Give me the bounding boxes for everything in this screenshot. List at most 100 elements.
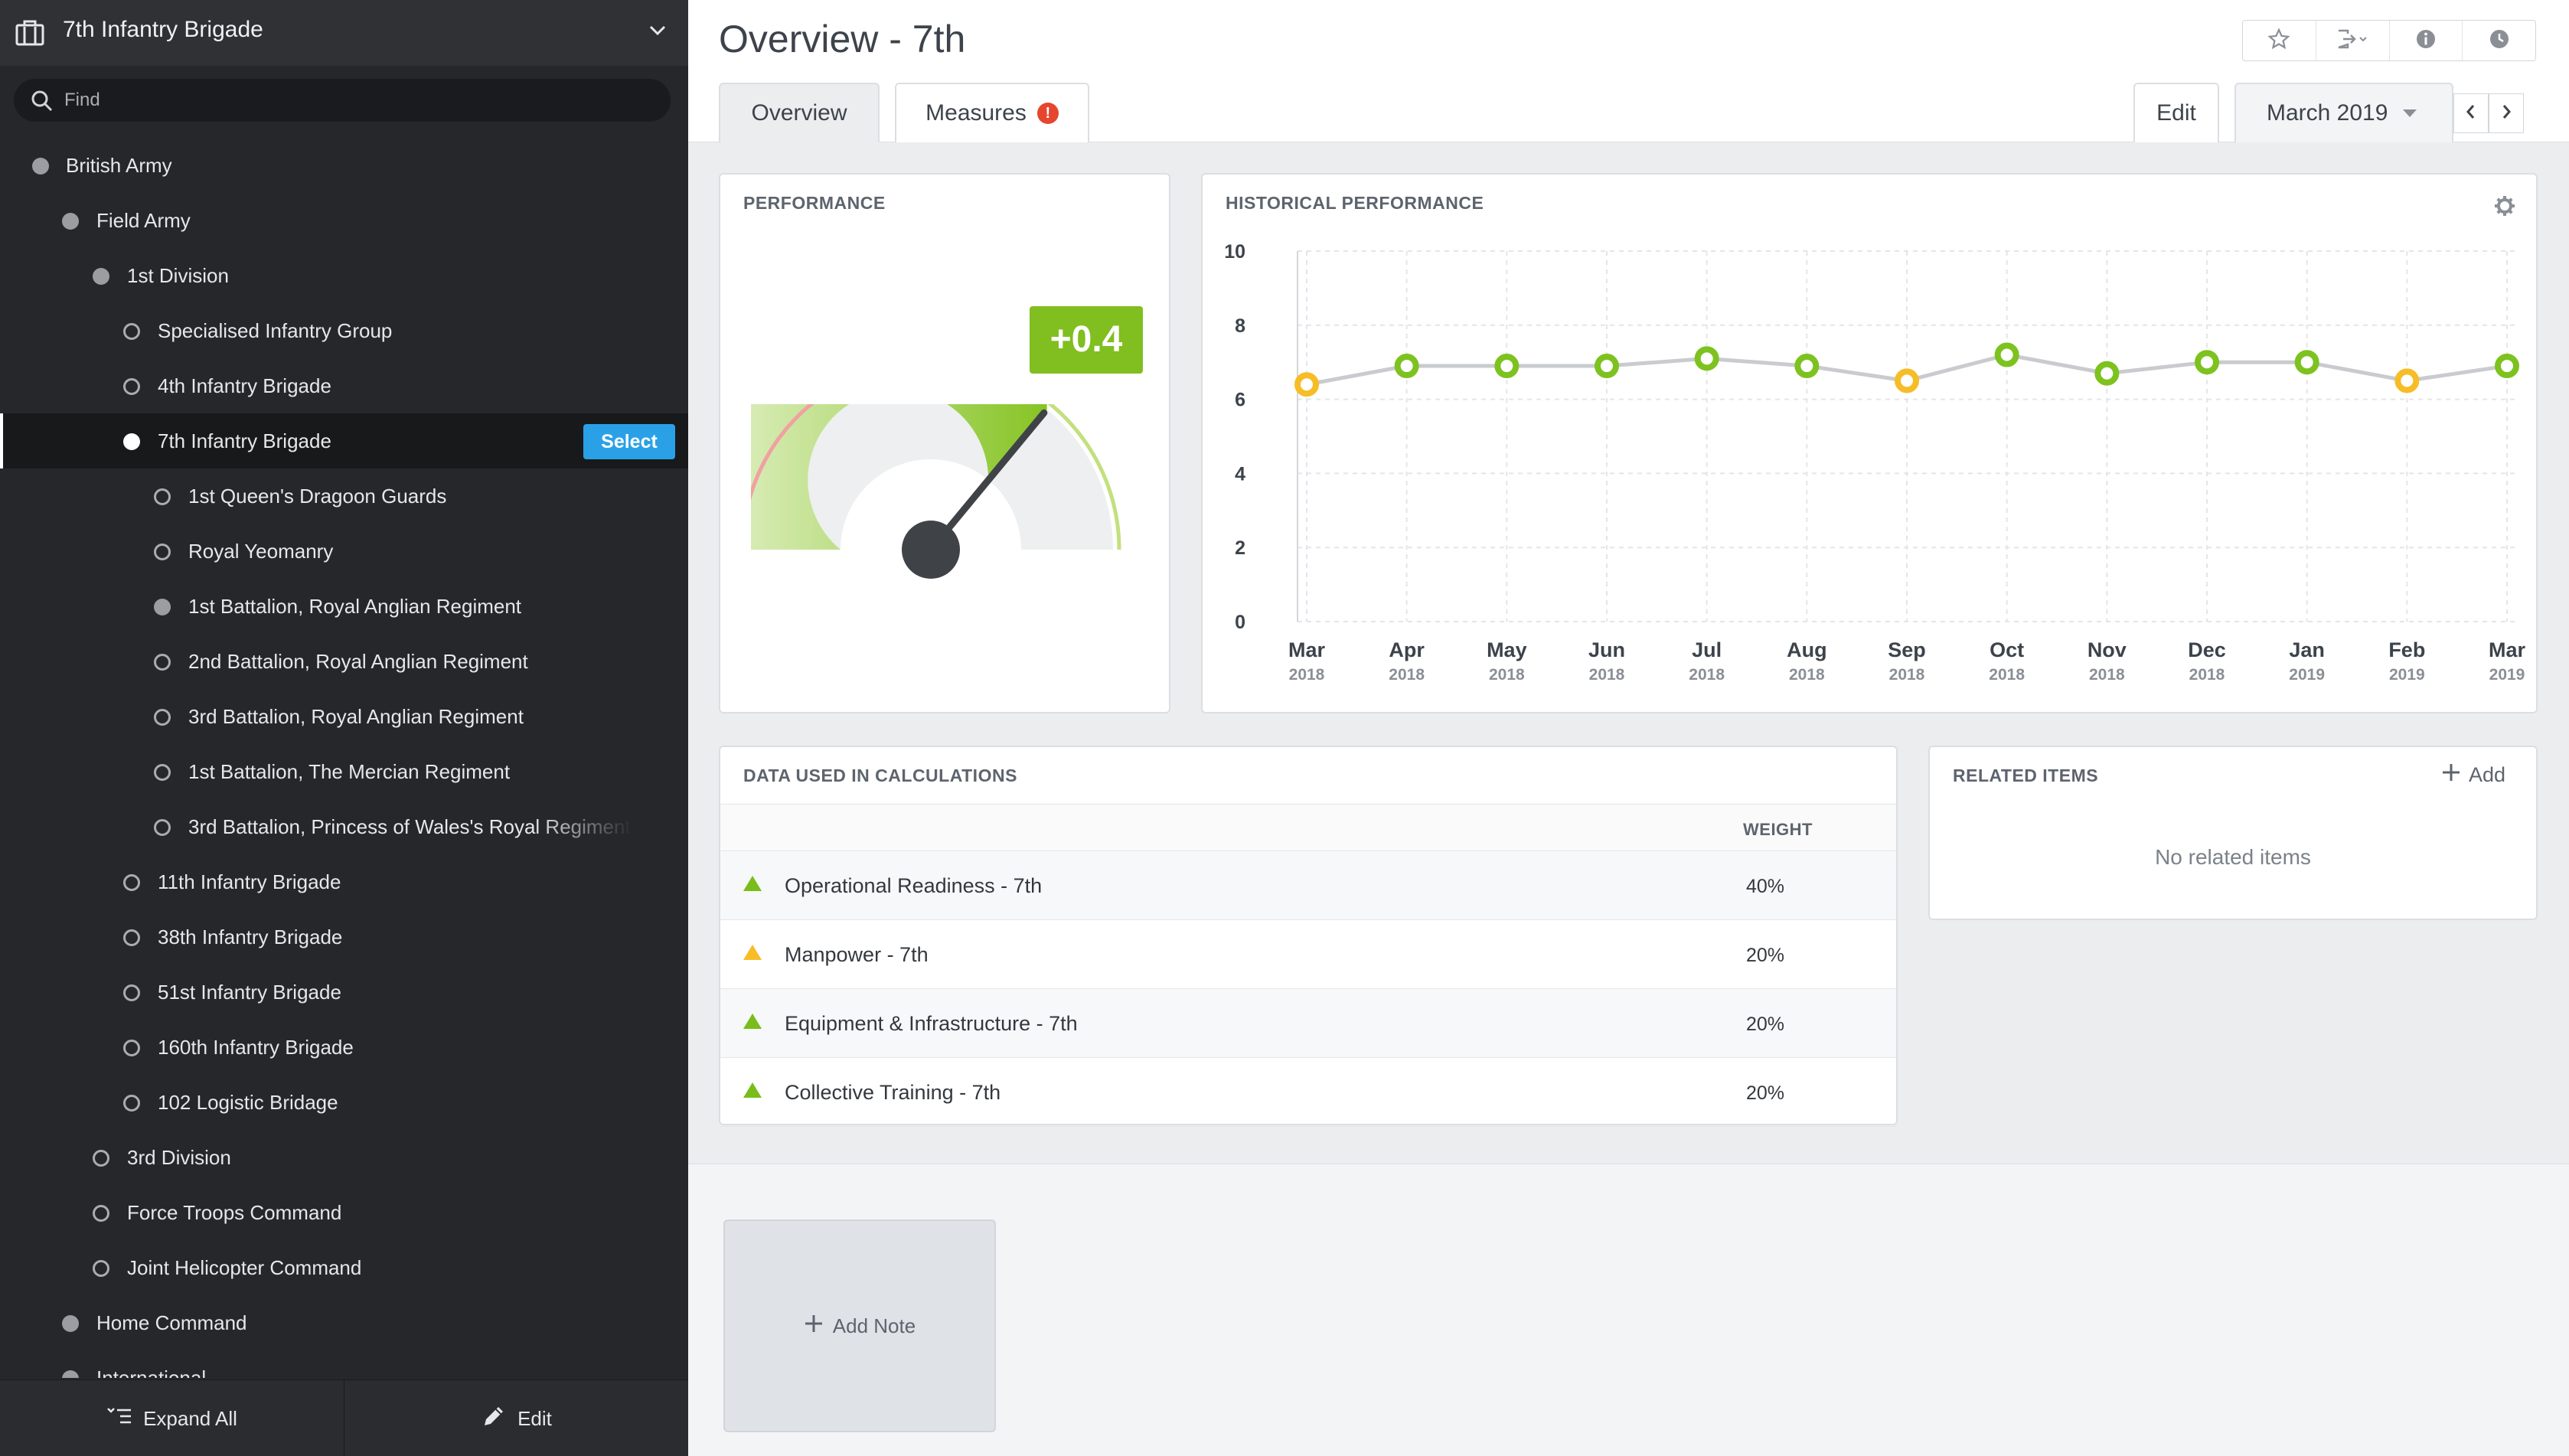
tree-marker	[154, 709, 171, 726]
tree-item-home-command[interactable]: Home Command	[0, 1295, 688, 1350]
org-selector[interactable]: 7th Infantry Brigade	[0, 0, 688, 66]
plus-icon	[2441, 762, 2461, 788]
historical-line-chart: 0 2 4 6 8 10 Mar 2018 Apr 2018 May 2018 Jun 2018 Jul 20…	[1224, 241, 2525, 684]
measure-name: Equipment & Infrastructure - 7th	[785, 1012, 1078, 1035]
clock-icon	[2488, 28, 2511, 54]
next-period-button[interactable]	[2489, 93, 2524, 133]
data-point	[2495, 354, 2519, 379]
tree-item-2nd-battalion-royal-anglian[interactable]: 2nd Battalion, Royal Anglian Regiment	[0, 634, 688, 689]
tree-item-specialised-infantry-group[interactable]: Specialised Infantry Group	[0, 303, 688, 358]
add-note-button[interactable]: Add Note	[723, 1219, 996, 1432]
tree-item-label: Royal Yeomanry	[188, 540, 334, 563]
tree-marker	[93, 1260, 109, 1277]
tree-item-1st-queens-dragoon-guards[interactable]: 1st Queen's Dragoon Guards	[0, 468, 688, 524]
data-point	[1394, 354, 1419, 379]
x-tick-year: 2018	[2189, 666, 2225, 684]
tree-item-11th-infantry-brigade[interactable]: 11th Infantry Brigade	[0, 854, 688, 909]
x-tick-year: 2018	[1689, 666, 1725, 684]
tree-item-label: 1st Queen's Dragoon Guards	[188, 485, 447, 508]
x-tick-month: Sep	[1888, 638, 1926, 661]
calculations-card: DATA USED IN CALCULATIONS WEIGHT Operati…	[719, 746, 1898, 1127]
x-tick-year: 2018	[1889, 666, 1925, 684]
select-button[interactable]: Select	[583, 424, 675, 459]
add-related-button[interactable]: Add	[2441, 762, 2505, 788]
export-button[interactable]	[2316, 21, 2390, 60]
tab-measures[interactable]: Measures !	[895, 83, 1089, 142]
performance-card: PERFORMANCE +0.4	[719, 173, 1170, 713]
measure-name: Collective Training - 7th	[785, 1081, 1001, 1104]
tree-item-british-army[interactable]: British Army	[0, 138, 688, 193]
tree-item-51st-infantry-brigade[interactable]: 51st Infantry Brigade	[0, 965, 688, 1020]
tree-item-38th-infantry-brigade[interactable]: 38th Infantry Brigade	[0, 909, 688, 965]
data-point	[1694, 346, 1719, 371]
edit-tree-button[interactable]: Edit	[344, 1380, 688, 1456]
chevron-down-icon[interactable]	[648, 23, 668, 42]
gauge-hub	[902, 521, 960, 579]
gear-icon[interactable]	[2493, 194, 2516, 221]
tree-marker	[62, 1315, 79, 1332]
tree-marker	[123, 929, 140, 946]
tree-marker	[93, 1150, 109, 1167]
tree-marker	[93, 1205, 109, 1222]
gauge-band-green	[1047, 404, 1121, 550]
tree-item-royal-yeomanry[interactable]: Royal Yeomanry	[0, 524, 688, 579]
tree-marker	[154, 544, 171, 560]
table-row[interactable]: Equipment & Infrastructure - 7th 20%	[720, 989, 1896, 1058]
export-icon	[2336, 28, 2369, 54]
tree-item-label: 3rd Battalion, Princess of Wales's Royal…	[188, 815, 631, 838]
info-icon	[2414, 28, 2437, 54]
tree-item-3rd-battalion-pwrr[interactable]: 3rd Battalion, Princess of Wales's Royal…	[0, 799, 688, 854]
tab-overview[interactable]: Overview	[719, 83, 880, 142]
star-icon	[2267, 27, 2291, 54]
chevron-right-icon	[2499, 103, 2513, 125]
tree-item-4th-infantry-brigade[interactable]: 4th Infantry Brigade	[0, 358, 688, 413]
x-tick-year: 2018	[1289, 666, 1325, 684]
x-tick-month: May	[1487, 638, 1527, 661]
performance-gauge	[751, 404, 1121, 579]
tree-item-international[interactable]: International	[0, 1350, 688, 1378]
x-tick-year: 2018	[1489, 666, 1525, 684]
weight-column-header: WEIGHT	[1743, 820, 1813, 839]
tree-item-3rd-division[interactable]: 3rd Division	[0, 1130, 688, 1185]
calculations-table: WEIGHT Operational Readiness - 7th 40% M…	[720, 804, 1896, 1127]
tree-item-1st-division[interactable]: 1st Division	[0, 248, 688, 303]
add-note-label: Add Note	[832, 1314, 916, 1337]
tree-item-field-army[interactable]: Field Army	[0, 193, 688, 248]
status-triangle-icon	[743, 945, 762, 960]
table-row[interactable]: Collective Training - 7th 20%	[720, 1058, 1896, 1127]
tree-marker	[93, 268, 109, 285]
previous-period-button[interactable]	[2453, 93, 2489, 133]
period-label: March 2019	[2267, 100, 2388, 126]
gauge-band-red	[751, 404, 814, 501]
tree-item-1st-battalion-mercian[interactable]: 1st Battalion, The Mercian Regiment	[0, 744, 688, 799]
status-triangle-icon	[743, 1082, 762, 1098]
favorite-button[interactable]	[2243, 21, 2316, 60]
table-row[interactable]: Manpower - 7th 20%	[720, 920, 1896, 989]
info-button[interactable]	[2390, 21, 2463, 60]
tree-item-1st-battalion-royal-anglian[interactable]: 1st Battalion, Royal Anglian Regiment	[0, 579, 688, 634]
alert-badge: !	[1036, 103, 1059, 124]
caret-down-icon	[2403, 109, 2417, 117]
search-input[interactable]	[64, 87, 646, 114]
calculations-title: DATA USED IN CALCULATIONS	[743, 766, 1017, 785]
tree-marker	[154, 819, 171, 836]
table-row[interactable]: Operational Readiness - 7th 40%	[720, 851, 1896, 920]
org-title: 7th Infantry Brigade	[63, 17, 263, 42]
history-button[interactable]	[2463, 21, 2535, 60]
x-tick-month: Mar	[1288, 638, 1326, 661]
tree-item-joint-helicopter-command[interactable]: Joint Helicopter Command	[0, 1240, 688, 1295]
tree-item-force-troops-command[interactable]: Force Troops Command	[0, 1185, 688, 1240]
tree-item-label: 1st Battalion, Royal Anglian Regiment	[188, 595, 522, 618]
tree-item-102-logistic-bridage[interactable]: 102 Logistic Bridage	[0, 1075, 688, 1130]
tree-item-3rd-battalion-royal-anglian[interactable]: 3rd Battalion, Royal Anglian Regiment	[0, 689, 688, 744]
related-title: RELATED ITEMS	[1953, 766, 2099, 785]
briefcase-icon	[15, 18, 44, 50]
tree-item-label: 11th Infantry Brigade	[158, 870, 341, 893]
tree-item-160th-infantry-brigade[interactable]: 160th Infantry Brigade	[0, 1020, 688, 1075]
tree-item-7th-infantry-brigade[interactable]: 7th Infantry Brigade Select	[0, 413, 688, 468]
edit-button[interactable]: Edit	[2133, 83, 2219, 142]
expand-all-button[interactable]: Expand All	[0, 1380, 344, 1456]
measure-weight: 20%	[1746, 945, 1785, 966]
y-tick-label: 8	[1235, 315, 1245, 337]
period-selector[interactable]: March 2019	[2234, 83, 2453, 142]
